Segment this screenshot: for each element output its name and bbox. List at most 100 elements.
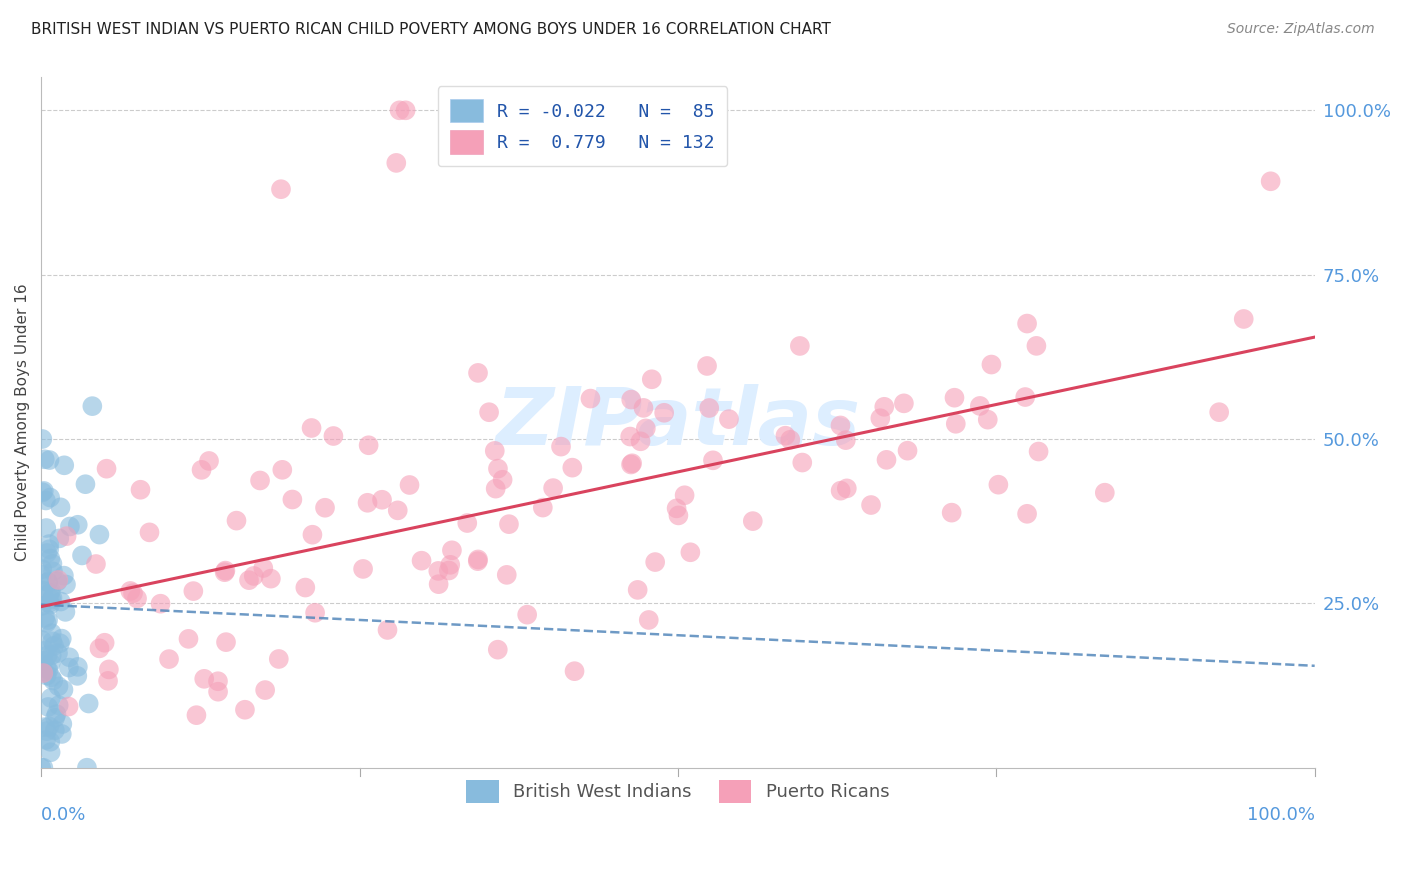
Point <box>270 182 292 196</box>
Point <box>32 483 55 498</box>
Point <box>254 683 277 698</box>
Point <box>41 648 63 663</box>
Point <box>38 596 60 610</box>
Point <box>717 412 740 426</box>
Point <box>41 634 63 648</box>
Point <box>48 679 70 693</box>
Point <box>385 156 408 170</box>
Point <box>58 660 80 674</box>
Point <box>42 565 65 579</box>
Point <box>37 648 59 663</box>
Point <box>48 698 70 713</box>
Y-axis label: Child Poverty Among Boys Under 16: Child Poverty Among Boys Under 16 <box>15 284 30 561</box>
Point <box>42 673 65 688</box>
Point <box>943 391 966 405</box>
Point <box>893 396 915 410</box>
Point <box>980 358 1002 372</box>
Point <box>484 443 506 458</box>
Point <box>498 517 520 532</box>
Point <box>32 761 55 775</box>
Point <box>830 483 852 498</box>
Point <box>120 584 142 599</box>
Point <box>249 474 271 488</box>
Point <box>37 574 59 589</box>
Point <box>122 586 145 600</box>
Point <box>58 699 80 714</box>
Point <box>225 514 247 528</box>
Point <box>48 532 70 546</box>
Point <box>437 564 460 578</box>
Point <box>35 493 58 508</box>
Point <box>37 700 59 714</box>
Point <box>30 761 52 775</box>
Point <box>679 545 702 559</box>
Point <box>183 584 205 599</box>
Point <box>467 366 489 380</box>
Point <box>243 569 266 583</box>
Point <box>238 573 260 587</box>
Point <box>35 668 58 682</box>
Point <box>97 662 120 676</box>
Point <box>37 546 59 560</box>
Point <box>550 440 572 454</box>
Point <box>1260 174 1282 188</box>
Point <box>1025 339 1047 353</box>
Text: Source: ZipAtlas.com: Source: ZipAtlas.com <box>1227 22 1375 37</box>
Point <box>39 670 62 684</box>
Point <box>37 663 59 677</box>
Point <box>89 527 111 541</box>
Point <box>41 626 63 640</box>
Point <box>198 454 221 468</box>
Point <box>32 583 55 598</box>
Point <box>32 665 55 679</box>
Point <box>157 652 180 666</box>
Point <box>896 443 918 458</box>
Point <box>66 517 89 532</box>
Point <box>1208 405 1230 419</box>
Point <box>34 643 56 657</box>
Point <box>314 500 336 515</box>
Point <box>876 453 898 467</box>
Point <box>301 421 323 435</box>
Point <box>46 573 69 587</box>
Point <box>35 732 58 747</box>
Point <box>35 521 58 535</box>
Point <box>37 575 59 590</box>
Point <box>59 519 82 533</box>
Point <box>97 673 120 688</box>
Point <box>51 717 73 731</box>
Point <box>394 103 416 118</box>
Point <box>51 632 73 646</box>
Point <box>665 501 688 516</box>
Point <box>214 565 236 579</box>
Point <box>77 697 100 711</box>
Point <box>46 646 69 660</box>
Point <box>1028 444 1050 458</box>
Point <box>579 392 602 406</box>
Point <box>39 656 62 670</box>
Point <box>42 639 65 653</box>
Point <box>561 460 583 475</box>
Point <box>66 660 89 674</box>
Point <box>467 554 489 568</box>
Point <box>641 372 664 386</box>
Point <box>388 103 411 118</box>
Point <box>177 632 200 646</box>
Point <box>84 557 107 571</box>
Point <box>32 666 55 681</box>
Point <box>516 607 538 622</box>
Point <box>39 551 62 566</box>
Point <box>294 581 316 595</box>
Point <box>411 554 433 568</box>
Point <box>440 543 463 558</box>
Point <box>485 482 508 496</box>
Point <box>44 711 66 725</box>
Point <box>633 401 655 415</box>
Point <box>31 599 53 613</box>
Point <box>55 529 77 543</box>
Point <box>356 496 378 510</box>
Point <box>75 477 97 491</box>
Point <box>149 597 172 611</box>
Point <box>304 606 326 620</box>
Point <box>637 613 659 627</box>
